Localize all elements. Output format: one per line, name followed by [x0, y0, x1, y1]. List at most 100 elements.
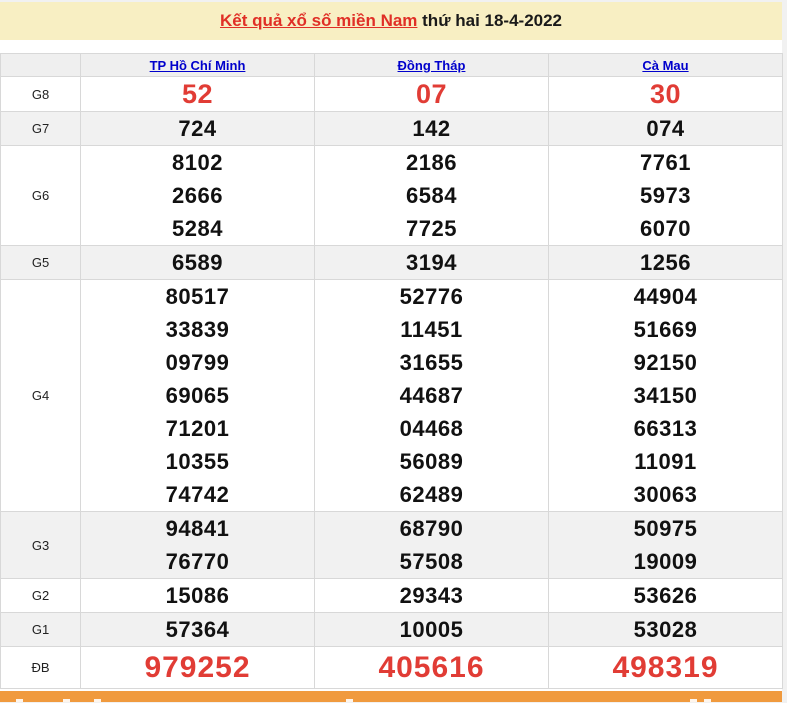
prize-cell: 57364	[80, 612, 315, 647]
prize-number: 10355	[165, 449, 230, 474]
province-link-camau[interactable]: Cà Mau	[642, 57, 689, 73]
prize-number: 62489	[399, 482, 464, 507]
spacer	[0, 40, 782, 53]
prize-cell: 29343	[314, 578, 549, 613]
footer-orange-bar	[0, 691, 782, 702]
prize-number: 68790	[399, 516, 464, 541]
prize-row-g6: G6 8102 2666 5284 2186 6584 7725 7761 5973 6070	[0, 145, 783, 246]
prize-number: 30	[649, 79, 682, 109]
prize-number: 498319	[612, 651, 719, 684]
prize-number: 74742	[165, 482, 230, 507]
prize-number: 2666	[172, 183, 223, 208]
prize-cell: 50975 19009	[548, 511, 783, 579]
prize-cell: 52	[80, 76, 315, 112]
column-header-camau: Cà Mau	[548, 53, 783, 77]
prize-number: 11091	[634, 449, 697, 474]
prize-row-g2: G2 15086 29343 53626	[0, 578, 783, 613]
prize-number: 44904	[633, 284, 698, 309]
prize-number: 44687	[399, 383, 464, 408]
prize-cell: 15086	[80, 578, 315, 613]
prize-number: 724	[178, 116, 217, 141]
prize-number: 405616	[378, 651, 485, 684]
prize-number: 57508	[399, 549, 464, 574]
prize-number: 31655	[399, 350, 464, 375]
prize-cell: 68790 57508	[314, 511, 549, 579]
prize-number: 76770	[165, 549, 230, 574]
prize-number: 5973	[640, 183, 691, 208]
prize-cell: 10005	[314, 612, 549, 647]
prize-number: 51669	[633, 317, 698, 342]
prize-number: 29343	[399, 583, 464, 608]
prize-cell: 80517 33839 09799 69065 71201 10355 74742	[80, 279, 315, 512]
lottery-results-table: TP Hồ Chí Minh Đồng Tháp Cà Mau G8 52 07 30…	[0, 53, 783, 689]
prize-number: 66313	[633, 416, 698, 441]
title-date: thứ hai 18-4-2022	[417, 11, 563, 30]
prize-number: 34150	[633, 383, 698, 408]
prize-row-g4: G4 80517 33839 09799 69065 71201 10355 74742 527…	[0, 279, 783, 512]
prize-number: 53028	[633, 617, 698, 642]
province-link-tphcm[interactable]: TP Hồ Chí Minh	[149, 57, 246, 73]
prize-number: 57364	[165, 617, 230, 642]
prize-number: 52776	[399, 284, 464, 309]
prize-cell: 44904 51669 92150 34150 66313 11091 30063	[548, 279, 783, 512]
prize-number: 7761	[640, 150, 691, 175]
prize-cell: 8102 2666 5284	[80, 145, 315, 246]
prize-number: 6584	[406, 183, 457, 208]
prize-cell: 2186 6584 7725	[314, 145, 549, 246]
row-label-g2: G2	[0, 578, 81, 613]
prize-row-db: ĐB 979252 405616 498319	[0, 646, 783, 689]
row-label-g5: G5	[0, 245, 81, 280]
corner-cell	[0, 53, 81, 77]
prize-cell: 53626	[548, 578, 783, 613]
prize-cell: 6589	[80, 245, 315, 280]
row-label-db: ĐB	[0, 646, 81, 689]
row-label-g8: G8	[0, 76, 81, 112]
prize-number: 56089	[399, 449, 464, 474]
prize-number: 92150	[633, 350, 698, 375]
prize-row-g8: G8 52 07 30	[0, 76, 783, 112]
prize-number: 53626	[633, 583, 698, 608]
title-bar: Kết quả xổ số miền Nam thứ hai 18-4-2022	[0, 2, 782, 40]
prize-number: 52	[181, 79, 214, 109]
province-link-dongthap[interactable]: Đồng Tháp	[397, 57, 466, 73]
prize-cell: 07	[314, 76, 549, 112]
row-label-g7: G7	[0, 111, 81, 146]
prize-cell: 142	[314, 111, 549, 146]
prize-cell: 979252	[80, 646, 315, 689]
prize-cell: 52776 11451 31655 44687 04468 56089 62489	[314, 279, 549, 512]
row-label-g6: G6	[0, 145, 81, 246]
prize-number: 09799	[165, 350, 230, 375]
column-header-dongthap: Đồng Tháp	[314, 53, 549, 77]
prize-cell: 498319	[548, 646, 783, 689]
prize-number: 142	[412, 116, 451, 141]
prize-row-g1: G1 57364 10005 53028	[0, 612, 783, 647]
prize-number: 5284	[172, 216, 223, 241]
prize-number: 04468	[399, 416, 464, 441]
prize-number: 19009	[633, 549, 698, 574]
prize-number: 94841	[165, 516, 230, 541]
prize-number: 10005	[399, 617, 464, 642]
row-label-g4: G4	[0, 279, 81, 512]
prize-number: 33839	[165, 317, 230, 342]
title-link[interactable]: Kết quả xổ số miền Nam	[219, 11, 418, 30]
prize-number: 1256	[640, 250, 691, 275]
prize-row-g3: G3 94841 76770 68790 57508 50975 19009	[0, 511, 783, 579]
prize-number: 69065	[165, 383, 230, 408]
prize-number: 71201	[165, 416, 230, 441]
prize-number: 07	[415, 79, 448, 109]
prize-cell: 7761 5973 6070	[548, 145, 783, 246]
row-label-g1: G1	[0, 612, 81, 647]
prize-cell: 724	[80, 111, 315, 146]
prize-number: 979252	[144, 651, 251, 684]
prize-number: 80517	[165, 284, 230, 309]
prize-cell: 3194	[314, 245, 549, 280]
prize-number: 8102	[172, 150, 223, 175]
column-header-row: TP Hồ Chí Minh Đồng Tháp Cà Mau	[0, 53, 783, 77]
prize-cell: 074	[548, 111, 783, 146]
prize-number: 30063	[633, 482, 698, 507]
prize-cell: 53028	[548, 612, 783, 647]
prize-cell: 30	[548, 76, 783, 112]
prize-number: 2186	[406, 150, 457, 175]
prize-number: 3194	[406, 250, 457, 275]
